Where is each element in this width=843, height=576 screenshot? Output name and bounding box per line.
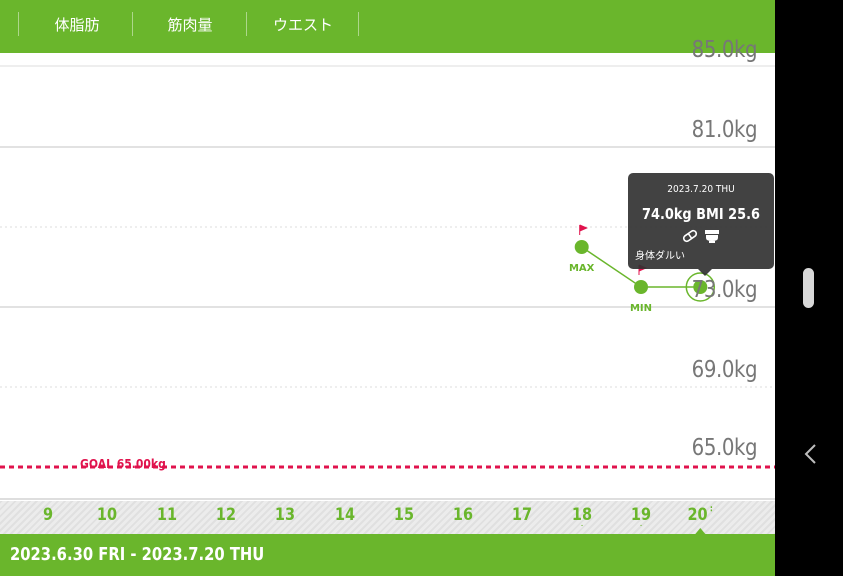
- day-label[interactable]: 20 ∶: [688, 505, 714, 525]
- point-label: MIN: [630, 303, 652, 314]
- day-label[interactable]: 15: [391, 505, 417, 525]
- back-button[interactable]: [795, 440, 825, 476]
- tab-body-fat[interactable]: 体脂肪: [22, 0, 132, 48]
- day-number: 10: [97, 505, 118, 525]
- day-label[interactable]: 12: [213, 505, 239, 525]
- day-number: 20: [687, 505, 708, 525]
- tooltip-note: 身体ダルい: [635, 251, 685, 262]
- date-axis[interactable]: 9 10 11 12 13 14 15 16 17 18 ˙ 19 ˙ 20 ∶: [0, 501, 775, 535]
- day-label[interactable]: 9: [35, 505, 61, 525]
- tab-muscle-mass[interactable]: 筋肉量: [134, 0, 246, 48]
- toilet-icon: [705, 230, 720, 243]
- tab-waist[interactable]: ウエスト: [248, 0, 358, 48]
- tooltip-date: 2023.7.20 THU: [667, 184, 735, 195]
- day-label[interactable]: 13: [272, 505, 298, 525]
- selected-day-caret: [695, 528, 706, 534]
- tab-label: ウエスト: [272, 15, 333, 34]
- point-label: MAX: [569, 263, 595, 274]
- day-number: 11: [156, 505, 177, 525]
- goal-label: GOAL 65.00kg: [80, 457, 166, 471]
- tooltip-icons: [628, 228, 774, 248]
- chart-canvas: MAX MIN: [0, 65, 775, 500]
- day-label[interactable]: 16: [450, 505, 476, 525]
- day-number: 9: [42, 505, 54, 525]
- y-tick-label: 65.0kg: [691, 435, 758, 461]
- day-number: 17: [512, 505, 533, 525]
- day-number: 13: [275, 505, 296, 525]
- day-number: 18: [571, 505, 592, 525]
- day-label[interactable]: 14: [332, 505, 358, 525]
- data-point[interactable]: [574, 240, 589, 254]
- day-label[interactable]: 17: [510, 505, 536, 525]
- record-marker-icon: ˙: [579, 525, 584, 535]
- record-marker-icon: ∶: [707, 505, 713, 515]
- tooltip-pointer: [698, 269, 712, 276]
- day-number: 14: [334, 505, 355, 525]
- y-tick-label: 81.0kg: [691, 117, 758, 143]
- back-chevron-icon: [804, 444, 816, 464]
- date-range-bar[interactable]: 2023.6.30 FRI - 2023.7.20 THU: [0, 534, 775, 576]
- day-label[interactable]: 19 ˙: [628, 505, 654, 545]
- system-nav-bar: [775, 0, 843, 576]
- data-point[interactable]: [693, 280, 708, 294]
- day-number: 19: [630, 505, 652, 525]
- tooltip-weight: 74.0kg: [642, 205, 692, 223]
- scroll-handle[interactable]: [803, 268, 814, 308]
- pill-icon: [682, 229, 697, 243]
- tab-divider: [246, 12, 247, 36]
- tooltip-bmi: BMI 25.6: [696, 205, 760, 223]
- day-label[interactable]: 18 ˙: [569, 505, 595, 545]
- day-number: 16: [453, 505, 474, 525]
- data-point-tooltip[interactable]: 2023.7.20 THU 74.0kg BMI 25.6 身体ダルい: [628, 173, 774, 276]
- day-number: 12: [215, 505, 236, 525]
- top-tab-bar: 体脂肪 筋肉量 ウエスト: [0, 0, 775, 53]
- day-number: 15: [393, 505, 414, 525]
- date-range-label: 2023.6.30 FRI - 2023.7.20 THU: [10, 544, 265, 565]
- tab-divider: [358, 12, 359, 36]
- y-tick-label: 85.0kg: [691, 37, 758, 63]
- tab-divider: [18, 12, 19, 36]
- day-label[interactable]: 10: [95, 505, 121, 525]
- day-label[interactable]: 11: [154, 505, 180, 525]
- y-tick-label: 73.0kg: [691, 277, 758, 303]
- weight-chart[interactable]: MAX MIN 85.0kg 81.0kg 73.0kg 69.0kg 65.0k…: [0, 37, 775, 501]
- record-marker-icon: ˙: [639, 525, 643, 535]
- flag-icon: [579, 224, 588, 235]
- y-tick-label: 69.0kg: [691, 357, 758, 383]
- tab-label: 筋肉量: [167, 15, 213, 34]
- tab-label: 体脂肪: [54, 15, 100, 34]
- date-axis-marks: [695, 528, 706, 534]
- tooltip-values: 74.0kg BMI 25.6: [638, 205, 764, 223]
- app-screen: 体脂肪 筋肉量 ウエスト MAX MIN 85.0kg 81.0kg 73.0kg…: [0, 0, 775, 576]
- tab-divider: [132, 12, 133, 36]
- data-point[interactable]: [634, 280, 648, 294]
